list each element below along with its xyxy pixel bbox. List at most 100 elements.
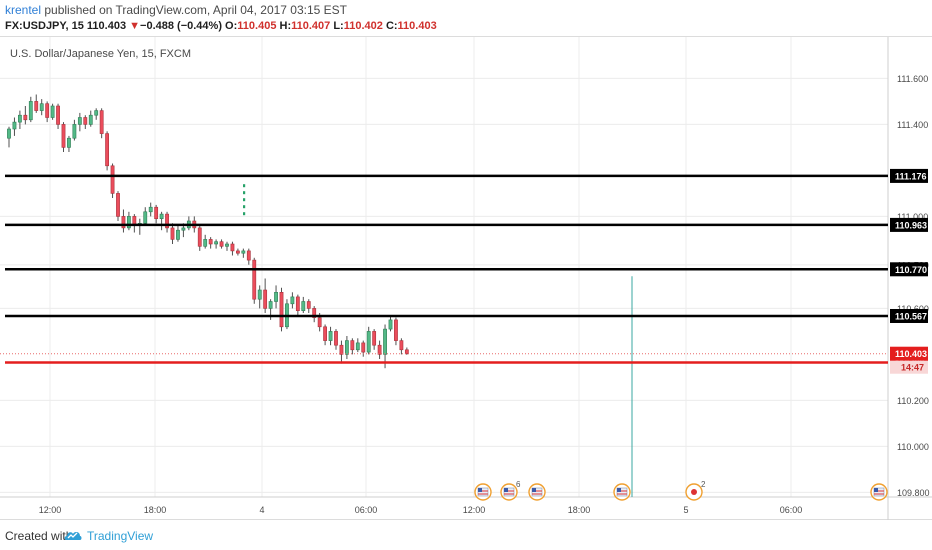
candle[interactable] [105, 133, 110, 167]
candle[interactable] [274, 292, 278, 302]
candle[interactable] [197, 227, 202, 247]
candle[interactable] [246, 250, 251, 261]
candle[interactable] [148, 206, 153, 213]
candle[interactable] [170, 227, 175, 240]
candle[interactable] [17, 114, 22, 123]
candle[interactable] [154, 206, 159, 219]
candle[interactable] [323, 326, 328, 341]
candle[interactable] [328, 331, 333, 341]
candle[interactable] [383, 328, 387, 355]
candle[interactable] [61, 124, 66, 148]
candle[interactable] [263, 289, 268, 309]
candle[interactable] [301, 301, 306, 311]
candle[interactable] [394, 319, 398, 341]
candle[interactable] [219, 241, 224, 247]
us-flag-canton [504, 488, 508, 492]
candle[interactable] [159, 213, 164, 220]
candle[interactable] [176, 229, 180, 240]
candle[interactable] [339, 344, 344, 355]
candle[interactable] [45, 103, 50, 118]
candle[interactable] [388, 319, 393, 330]
candle[interactable] [290, 296, 295, 305]
candle[interactable] [225, 243, 229, 247]
candle[interactable] [317, 317, 322, 328]
price-level-label: 111.176 [895, 171, 927, 181]
candle[interactable] [214, 241, 219, 245]
candle[interactable] [334, 331, 338, 346]
last-price-tag [890, 346, 928, 361]
candle[interactable] [230, 243, 235, 252]
candle[interactable] [127, 216, 131, 229]
candle[interactable] [34, 101, 39, 111]
candle[interactable] [39, 103, 44, 111]
candle[interactable] [77, 117, 82, 125]
price-tick-label: 110.600 [897, 304, 929, 314]
candle[interactable] [344, 340, 349, 355]
candle[interactable] [23, 114, 28, 121]
candle[interactable] [116, 193, 120, 217]
candle[interactable] [279, 292, 284, 328]
candle[interactable] [83, 117, 88, 125]
candle[interactable] [241, 250, 246, 254]
candle[interactable] [361, 342, 366, 353]
candle[interactable] [306, 301, 311, 309]
candle[interactable] [404, 349, 409, 355]
candle[interactable] [377, 344, 382, 355]
dotted-marker [243, 198, 246, 202]
candle[interactable] [121, 216, 126, 229]
us-flag-canton [617, 488, 621, 492]
candle[interactable] [252, 259, 257, 300]
dotted-marker [243, 205, 246, 209]
candle[interactable] [28, 101, 33, 121]
price-chart[interactable]: U.S. Dollar/Japanese Yen, 15, FXCM 111.60… [0, 37, 932, 521]
candle[interactable] [7, 128, 11, 139]
event-count-badge: 6 [516, 480, 521, 489]
candle[interactable] [12, 121, 17, 130]
price-level-tag [890, 308, 928, 323]
candle[interactable] [208, 239, 213, 245]
candle[interactable] [88, 114, 93, 125]
candle[interactable] [366, 331, 371, 353]
price-level-tag [890, 168, 928, 183]
candle[interactable] [257, 289, 262, 300]
low-label: L: [333, 20, 344, 32]
author-link[interactable]: krentel [5, 3, 42, 17]
candle[interactable] [312, 308, 317, 318]
symbol-info: FX:USDJPY, 15 110.403 ▼−0.488 (−0.44%) O… [5, 20, 437, 32]
candle[interactable] [295, 296, 300, 311]
candle[interactable] [50, 105, 55, 118]
candle[interactable] [165, 213, 169, 229]
price-tick-label: 111.600 [897, 74, 928, 84]
event-dot-icon [691, 489, 697, 495]
candle[interactable] [203, 239, 208, 247]
time-tick-label: 12:00 [463, 505, 486, 515]
price-tick-label: 109.800 [897, 488, 930, 498]
candle[interactable] [94, 110, 99, 116]
high-value: 110.407 [291, 20, 331, 32]
candle[interactable] [99, 110, 104, 134]
price-tick-label: 111.400 [897, 120, 928, 130]
candle[interactable] [143, 211, 148, 224]
us-flag-canton [478, 488, 482, 492]
candle[interactable] [236, 250, 240, 254]
candle[interactable] [72, 124, 77, 139]
countdown-tag [890, 360, 928, 374]
tradingview-brand[interactable]: TradingView [87, 529, 154, 543]
candle[interactable] [67, 137, 71, 148]
candle[interactable] [56, 105, 60, 125]
chart-area[interactable]: U.S. Dollar/Japanese Yen, 15, FXCM 111.60… [0, 36, 932, 521]
candle[interactable] [181, 227, 186, 231]
candle[interactable] [355, 342, 360, 351]
dotted-marker [243, 184, 246, 188]
candle[interactable] [268, 301, 273, 309]
candle[interactable] [399, 340, 404, 351]
candle[interactable] [372, 331, 377, 346]
time-tick-label: 18:00 [568, 505, 591, 515]
high-label: H: [279, 20, 292, 32]
countdown-label: 14:47 [901, 363, 924, 373]
candle[interactable] [110, 165, 115, 194]
last-price-label: 110.403 [895, 349, 927, 359]
tradingview-logo-icon[interactable] [64, 528, 82, 542]
close-label: C: [385, 20, 398, 32]
candle[interactable] [350, 340, 355, 351]
